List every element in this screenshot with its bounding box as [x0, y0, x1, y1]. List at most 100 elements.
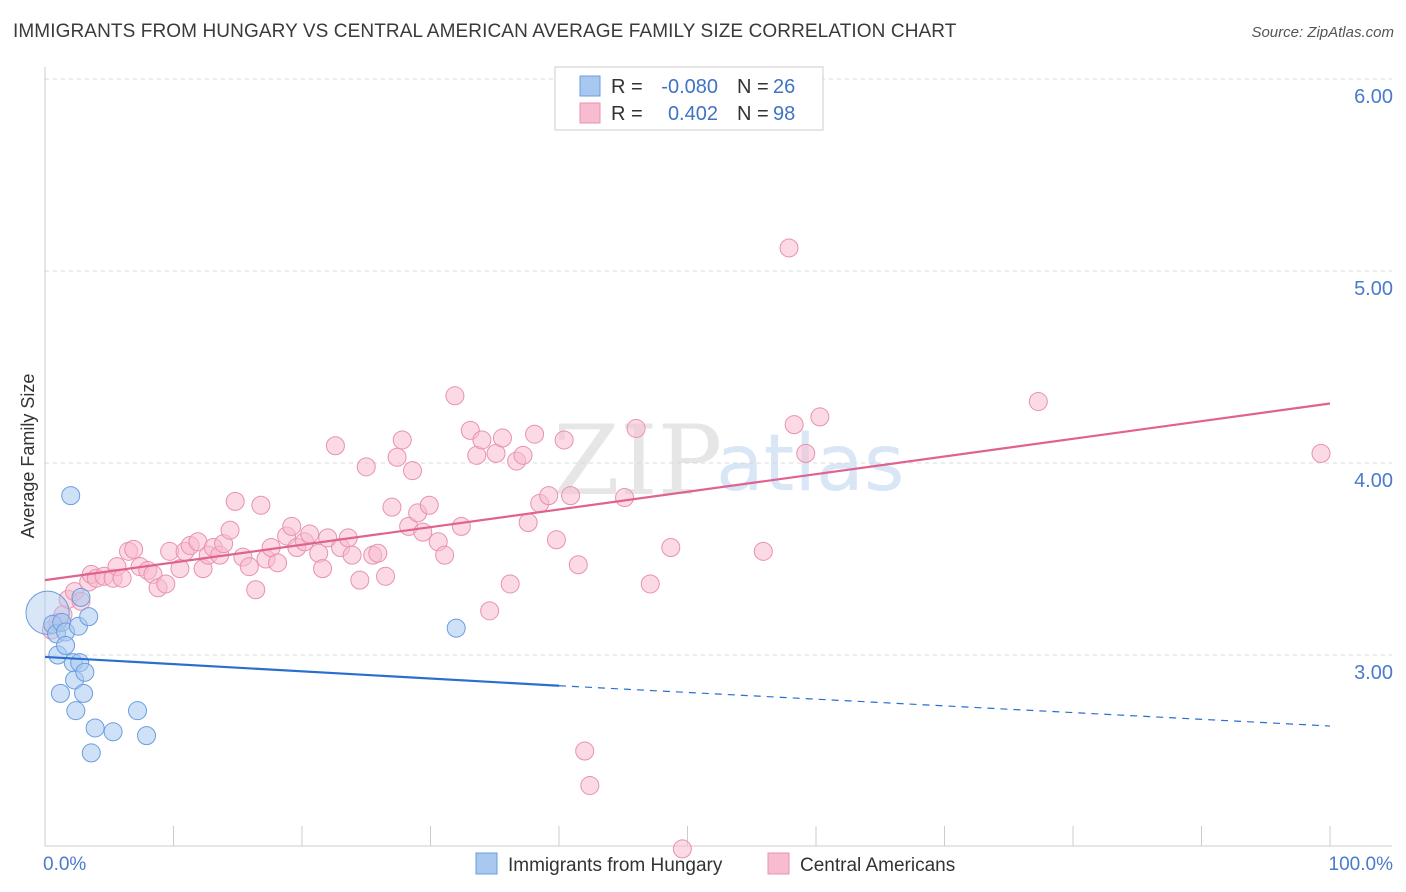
- central-americans-point: [325, 436, 345, 456]
- bottom-legend-label-hungary: Immigrants from Hungary: [508, 855, 723, 876]
- y-tick-label: 5.00: [1354, 278, 1393, 300]
- central-americans-point: [472, 430, 492, 450]
- central-americans-point: [403, 461, 423, 481]
- hungary-trendline: [44, 655, 560, 687]
- legend-r-label: R =: [611, 103, 643, 125]
- legend-r-label: R =: [611, 76, 643, 98]
- central-americans-point: [661, 537, 681, 557]
- central-americans-point: [753, 541, 773, 561]
- chart-title: IMMIGRANTS FROM HUNGARY VS CENTRAL AMERI…: [13, 21, 957, 42]
- y-tick-label: 6.00: [1354, 86, 1393, 108]
- central-americans-point: [480, 601, 500, 621]
- hungary-point: [85, 718, 105, 738]
- central-americans-point: [239, 557, 259, 577]
- hungary-point: [56, 635, 76, 655]
- central-americans-point: [251, 495, 271, 515]
- y-axis-title: Average Family Size: [18, 374, 38, 539]
- axes: [44, 67, 1392, 847]
- hungary-point: [50, 683, 70, 703]
- watermark-atlas: atlas: [716, 419, 905, 509]
- bottom-legend-swatch-blue: [475, 852, 498, 875]
- central-americans-point: [376, 566, 396, 586]
- central-americans-point: [356, 457, 376, 477]
- central-americans-point: [580, 776, 600, 796]
- central-americans-point: [435, 545, 455, 565]
- series-immigrants-hungary: [25, 486, 466, 763]
- central-americans-point: [615, 488, 635, 508]
- hungary-point: [446, 618, 466, 638]
- central-americans-point: [268, 553, 288, 573]
- central-americans-point: [640, 574, 660, 594]
- hungary-point: [71, 587, 91, 607]
- series-central-americans: [41, 238, 1331, 859]
- hungary-point: [61, 486, 81, 506]
- x-tick-label-max: 100.0%: [1329, 854, 1394, 875]
- central-americans-point: [1311, 443, 1331, 463]
- central-americans-point: [568, 555, 588, 575]
- legend-r-value: 0.402: [668, 103, 718, 125]
- legend-swatch-pink: [579, 102, 601, 124]
- hungary-point: [137, 726, 157, 746]
- central-americans-point: [419, 495, 439, 515]
- legend-n-value: 98: [773, 103, 795, 125]
- central-americans-point: [1028, 392, 1048, 412]
- central-americans-point: [525, 424, 545, 444]
- y-tick-labels: 3.00 4.00 5.00 6.00: [1354, 86, 1393, 684]
- x-tick-label-min: 0.0%: [43, 854, 86, 875]
- central-americans-point: [170, 559, 190, 579]
- legend-n-value: 26: [773, 76, 795, 98]
- legend-swatch-blue: [579, 75, 601, 97]
- central-americans-point: [796, 443, 816, 463]
- hungary-trendline-extension: [558, 685, 1331, 727]
- central-americans-point: [554, 430, 574, 450]
- bottom-legend-label-central-americans: Central Americans: [800, 855, 955, 876]
- central-americans-point: [282, 516, 302, 536]
- hungary-point: [81, 743, 101, 763]
- central-americans-trendline: [44, 402, 1331, 582]
- legend-n-label: N =: [737, 103, 769, 125]
- central-americans-point: [445, 386, 465, 406]
- central-americans-point: [382, 497, 402, 517]
- central-americans-point: [518, 513, 538, 533]
- source-label: Source: ZipAtlas.com: [1251, 24, 1394, 41]
- central-americans-point: [784, 415, 804, 435]
- y-tick-label: 4.00: [1354, 470, 1393, 492]
- hungary-point: [75, 662, 95, 682]
- central-americans-point: [156, 574, 176, 594]
- central-americans-point: [575, 741, 595, 761]
- y-tick-label: 3.00: [1354, 662, 1393, 684]
- trendlines: [44, 402, 1331, 727]
- central-americans-point: [810, 407, 830, 427]
- central-americans-point: [387, 447, 407, 467]
- central-americans-point: [672, 839, 692, 859]
- central-americans-point: [220, 520, 240, 540]
- central-americans-point: [561, 486, 581, 506]
- central-americans-point: [225, 491, 245, 511]
- central-americans-point: [539, 486, 559, 506]
- central-americans-point: [124, 539, 144, 559]
- central-americans-point: [392, 430, 412, 450]
- central-americans-point: [246, 580, 266, 600]
- central-americans-point: [112, 568, 132, 588]
- hungary-point: [128, 701, 148, 721]
- central-americans-point: [342, 545, 362, 565]
- central-americans-point: [779, 238, 799, 258]
- legend-r-value: -0.080: [661, 76, 718, 98]
- legend: R = -0.080 N = 26 R = 0.402 N = 98: [554, 66, 824, 131]
- bottom-legend-swatch-pink: [767, 852, 790, 875]
- central-americans-point: [368, 543, 388, 563]
- central-americans-point: [413, 522, 433, 542]
- central-americans-point: [513, 445, 533, 465]
- central-americans-point: [300, 524, 320, 544]
- central-americans-point: [626, 418, 646, 438]
- legend-n-label: N =: [737, 76, 769, 98]
- central-americans-point: [451, 516, 471, 536]
- central-americans-point: [500, 574, 520, 594]
- hungary-point: [66, 701, 86, 721]
- hungary-point: [74, 683, 94, 703]
- hungary-point: [103, 722, 123, 742]
- central-americans-point: [492, 428, 512, 448]
- bottom-legend: Immigrants from Hungary Central American…: [475, 852, 955, 876]
- central-americans-point: [313, 559, 333, 579]
